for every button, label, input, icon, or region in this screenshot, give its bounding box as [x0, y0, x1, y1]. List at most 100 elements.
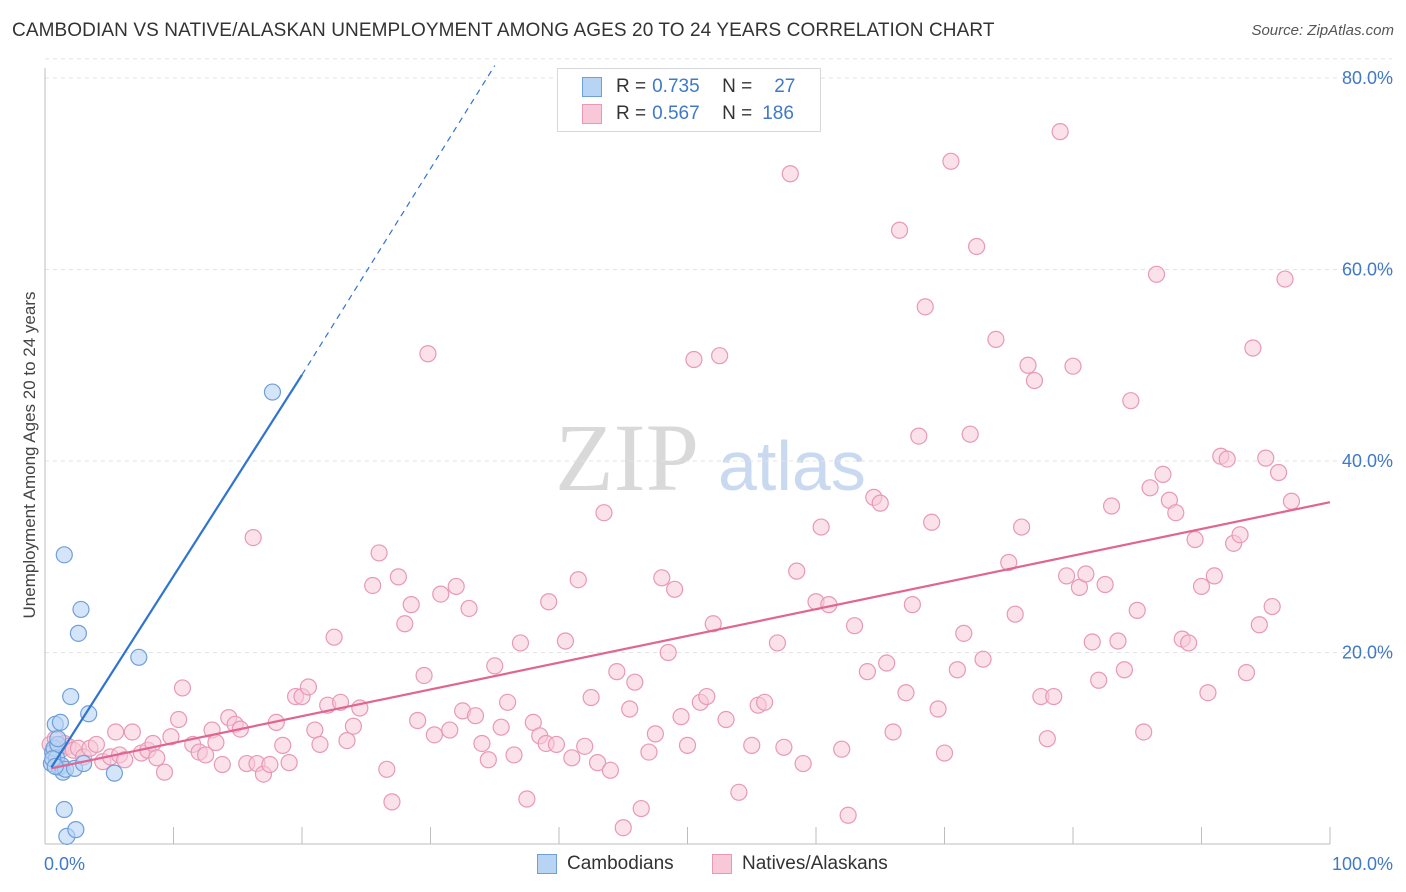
- data-point-natives: [1038, 730, 1056, 748]
- legend-swatch-natives: [582, 104, 602, 124]
- data-point-natives: [608, 663, 626, 681]
- data-point-natives: [614, 819, 632, 837]
- data-point-natives: [155, 763, 174, 781]
- data-point-natives: [711, 347, 729, 365]
- data-point-natives: [929, 700, 947, 718]
- data-point-natives: [1199, 684, 1217, 702]
- data-point-natives: [1186, 530, 1204, 549]
- data-point-natives: [672, 708, 690, 726]
- data-point-natives: [556, 632, 575, 650]
- data-point-natives: [402, 596, 420, 614]
- data-point-natives: [197, 746, 215, 764]
- data-point-natives: [1012, 518, 1031, 536]
- x-tick-label: 100.0%: [1332, 854, 1393, 874]
- data-point-natives: [569, 571, 587, 589]
- data-point-natives: [1090, 671, 1108, 689]
- data-point-cambodians: [62, 687, 80, 706]
- data-point-natives: [1064, 357, 1082, 375]
- legend-row-natives: R = 0.567 N = 186: [582, 101, 794, 127]
- data-point-natives: [955, 624, 973, 642]
- data-point-natives: [961, 425, 979, 443]
- data-point-natives: [781, 165, 799, 183]
- trendline-cambodians-extension: [301, 65, 496, 376]
- data-point-natives: [878, 654, 896, 672]
- x-tick-label: 0.0%: [44, 854, 85, 874]
- data-point-natives: [678, 736, 697, 754]
- data-point-natives: [123, 723, 141, 741]
- bottom-legend-swatch-natives: [712, 854, 732, 874]
- data-point-natives: [910, 427, 928, 445]
- data-point-natives: [1263, 597, 1281, 616]
- data-point-natives: [903, 596, 921, 614]
- data-point-natives: [775, 738, 793, 756]
- data-point-natives: [419, 345, 437, 363]
- data-point-natives: [1147, 265, 1166, 283]
- data-point-natives: [1115, 661, 1134, 679]
- data-point-natives: [717, 710, 735, 729]
- data-point-natives: [299, 678, 318, 696]
- data-point-natives: [884, 723, 902, 741]
- data-point-natives: [1025, 371, 1044, 390]
- data-point-natives: [632, 799, 650, 818]
- data-point-natives: [311, 735, 329, 754]
- chart-title: CAMBODIAN VS NATIVE/ALASKAN UNEMPLOYMENT…: [12, 20, 995, 41]
- data-point-natives: [1244, 339, 1262, 357]
- data-point-natives: [492, 718, 510, 736]
- data-point-natives: [1154, 465, 1172, 484]
- data-point-natives: [1141, 479, 1159, 497]
- data-point-natives: [582, 688, 600, 707]
- data-point-natives: [1096, 575, 1114, 594]
- data-point-natives: [666, 580, 684, 598]
- data-point-natives: [447, 577, 465, 596]
- data-point-natives: [274, 736, 292, 754]
- data-point-natives: [871, 494, 889, 512]
- legend-n-value: 27: [774, 76, 796, 97]
- data-point-natives: [518, 790, 536, 808]
- data-point-natives: [170, 710, 188, 729]
- correlation-legend: R = 0.735 N = 27 R = 0.567 N = 186: [557, 68, 821, 132]
- data-point-natives: [685, 350, 703, 369]
- data-point-natives: [338, 731, 356, 750]
- legend-r-label: R =: [616, 103, 647, 124]
- data-point-natives: [1006, 605, 1024, 623]
- data-point-natives: [704, 615, 722, 633]
- legend-row-cambodians: R = 0.735 N = 27: [582, 74, 795, 100]
- data-point-natives: [1167, 504, 1185, 522]
- data-point-natives: [659, 643, 677, 662]
- data-point-natives: [1083, 633, 1101, 651]
- data-point-natives: [1192, 577, 1211, 596]
- data-point-natives: [213, 755, 231, 774]
- data-point-natives: [698, 687, 716, 706]
- legend-r-value: 0.735: [652, 76, 700, 97]
- data-point-natives: [1276, 270, 1294, 288]
- data-point-natives: [1250, 616, 1268, 634]
- data-point-natives: [1269, 463, 1288, 482]
- data-point-natives: [987, 330, 1005, 348]
- data-point-natives: [396, 615, 414, 633]
- data-point-natives: [839, 806, 857, 824]
- data-point-natives: [1019, 356, 1037, 374]
- data-point-natives: [942, 152, 960, 170]
- data-point-natives: [916, 298, 934, 316]
- data-point-natives: [653, 569, 671, 587]
- legend-n-label: N =: [722, 103, 753, 124]
- y-tick-label: 20.0%: [1342, 643, 1393, 663]
- data-point-natives: [1135, 723, 1153, 741]
- data-point-natives: [425, 726, 443, 744]
- data-point-natives: [1102, 497, 1121, 515]
- data-point-natives: [466, 707, 485, 725]
- trendline-cambodians: [50, 374, 303, 768]
- data-point-natives: [621, 700, 639, 718]
- data-point-natives: [378, 760, 396, 778]
- data-point-natives: [1218, 450, 1236, 468]
- data-point-natives: [923, 513, 941, 531]
- data-point-natives: [897, 684, 915, 702]
- y-tick-label: 40.0%: [1342, 451, 1393, 471]
- data-point-natives: [409, 711, 427, 730]
- data-point-natives: [432, 585, 450, 603]
- data-point-cambodians: [51, 713, 70, 731]
- data-point-cambodians: [55, 800, 73, 819]
- legend-r-value: 0.567: [652, 103, 700, 124]
- data-point-natives: [1051, 123, 1069, 141]
